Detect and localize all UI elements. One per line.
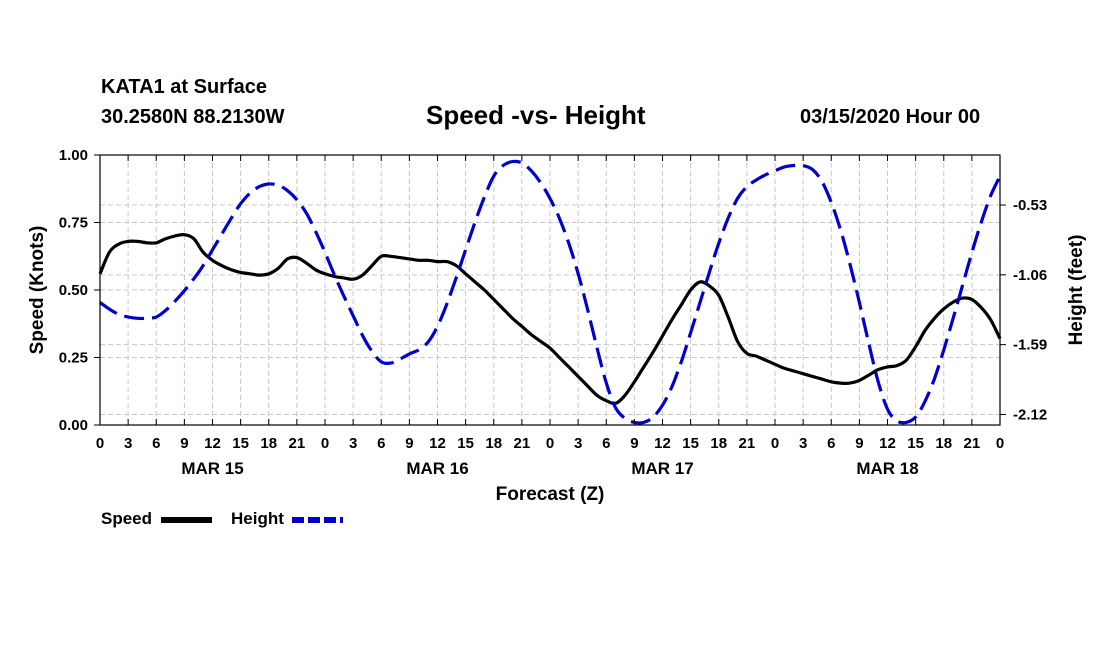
x-tick-label: 9 — [180, 435, 188, 452]
x-tick-label: 0 — [996, 435, 1004, 452]
x-tick-label: 6 — [377, 435, 385, 452]
x-tick-label: 3 — [124, 435, 132, 452]
y-tick-label-left: 1.00 — [59, 147, 88, 164]
x-tick-label: 21 — [964, 435, 981, 452]
legend-height-label: Height — [231, 509, 284, 528]
x-axis-label: Forecast (Z) — [496, 484, 605, 505]
y-axis-label-right: Height (feet) — [1066, 235, 1087, 346]
series-line-height — [99, 159, 1002, 425]
legend-speed-label: Speed — [101, 509, 153, 528]
y-tick-label-left: 0.75 — [59, 215, 88, 232]
y-tick-label-left: 0.00 — [59, 417, 88, 434]
x-tick-label: 12 — [204, 435, 221, 452]
y-tick-label-right: -1.06 — [1013, 267, 1047, 284]
y-tick-label-right: -1.59 — [1013, 337, 1047, 354]
coordinates-label: 30.2580N 88.2130W — [101, 106, 285, 128]
x-tick-label: 12 — [429, 435, 446, 452]
x-tick-label: 3 — [574, 435, 582, 452]
x-tick-label: 15 — [682, 435, 699, 452]
x-tick-label: 9 — [855, 435, 863, 452]
x-tick-label: 18 — [710, 435, 727, 452]
x-tick-label: 15 — [232, 435, 249, 452]
series-group — [98, 159, 1002, 425]
series-line-speed — [98, 232, 1002, 406]
y-axis-label-left: Speed (Knots) — [27, 226, 48, 355]
x-tick-label: 6 — [152, 435, 160, 452]
x-tick-label: 9 — [630, 435, 638, 452]
chart-title: Speed -vs- Height — [426, 100, 646, 130]
x-tick-label: 21 — [289, 435, 306, 452]
y-tick-label-right: -2.12 — [1013, 406, 1047, 423]
station-label: KATA1 at Surface — [101, 76, 267, 98]
x-tick-label: 3 — [799, 435, 807, 452]
x-tick-label: 12 — [654, 435, 671, 452]
y-tick-label-right: -0.53 — [1013, 197, 1047, 214]
grid — [100, 155, 1000, 425]
x-tick-label: 21 — [739, 435, 756, 452]
x-tick-label: 6 — [827, 435, 835, 452]
x-tick-label: 18 — [260, 435, 277, 452]
x-tick-label: 9 — [405, 435, 413, 452]
x-tick-label: 3 — [349, 435, 357, 452]
x-tick-label: 6 — [602, 435, 610, 452]
axes: 0 3 6 9 12 15 18 21 0 3 6 9 12 15 18 21 0 3 6 9 12 15 18 21 0 3 6 9… — [59, 147, 1047, 478]
x-tick-label: 15 — [457, 435, 474, 452]
day-label: MAR 17 — [631, 459, 693, 478]
y-tick-label-left: 0.25 — [59, 350, 88, 367]
x-tick-label: 15 — [907, 435, 924, 452]
day-label: MAR 15 — [181, 459, 243, 478]
x-tick-label: 21 — [514, 435, 531, 452]
x-tick-label: 0 — [96, 435, 104, 452]
x-tick-label: 0 — [321, 435, 329, 452]
x-tick-label: 0 — [771, 435, 779, 452]
x-tick-label: 18 — [935, 435, 952, 452]
x-tick-label: 12 — [879, 435, 896, 452]
y-tick-label-left: 0.50 — [59, 282, 88, 299]
day-label: MAR 16 — [406, 459, 468, 478]
x-tick-label: 18 — [485, 435, 502, 452]
x-tick-label: 0 — [546, 435, 554, 452]
day-label: MAR 18 — [856, 459, 918, 478]
datetime-label: 03/15/2020 Hour 00 — [800, 106, 981, 128]
